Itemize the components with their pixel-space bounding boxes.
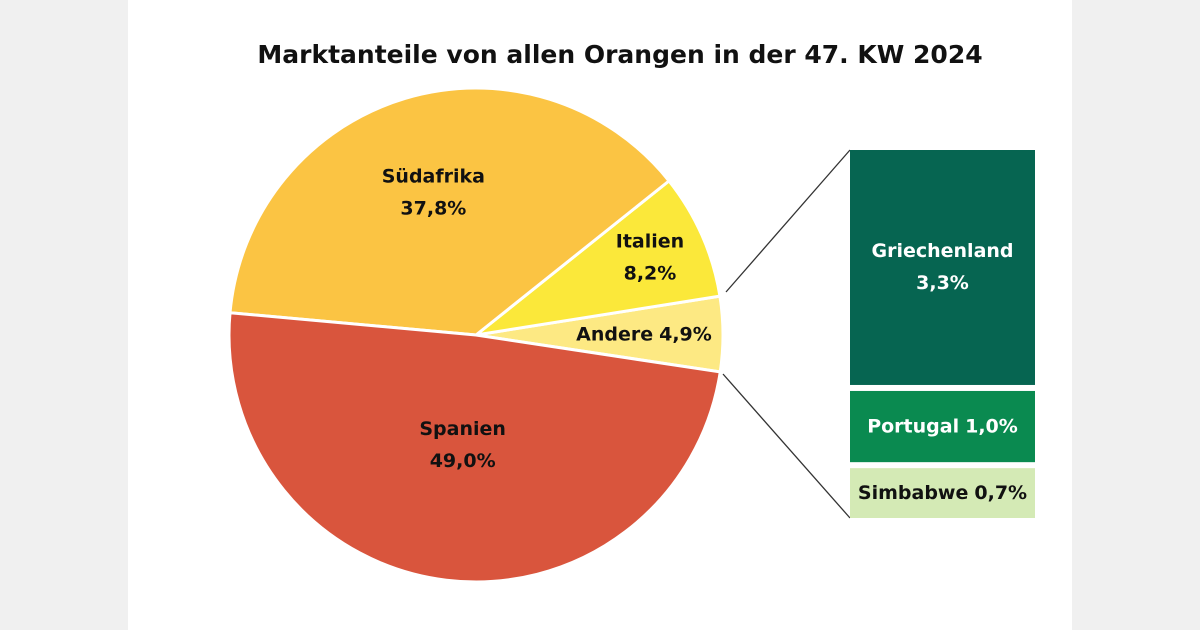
connector	[722, 373, 851, 519]
slice-name: Andere	[576, 323, 653, 345]
slice-name: Südafrika	[382, 166, 485, 188]
slice-value: 8,2%	[624, 263, 677, 285]
bar-value: 3,3%	[916, 272, 969, 294]
bar-label: Simbabwe 0,7%	[858, 482, 1027, 504]
bar-name: Simbabwe	[858, 482, 968, 504]
chart-title: Marktanteile von allen Orangen in der 47…	[257, 40, 982, 69]
breakdown-bar	[850, 150, 1035, 385]
slice-value: 49,0%	[430, 450, 496, 472]
slice-label: Andere 4,9%	[576, 323, 712, 345]
slice-value: 37,8%	[400, 198, 466, 220]
bar-value: 1,0%	[965, 415, 1018, 437]
slice-name: Spanien	[419, 418, 506, 440]
breakdown-bar	[850, 390, 1035, 463]
pie-slice	[227, 311, 722, 584]
bar-value: 0,7%	[974, 482, 1027, 504]
slice-name: Italien	[616, 231, 684, 253]
bar-label: Portugal 1,0%	[867, 415, 1018, 437]
connector	[725, 149, 851, 293]
pie-slice	[228, 86, 672, 337]
slice-value: 4,9%	[659, 323, 712, 345]
bar-name: Portugal	[867, 415, 959, 437]
pie-slice	[470, 178, 722, 338]
bar-name: Griechenland	[871, 240, 1013, 262]
breakdown-bar	[850, 468, 1035, 518]
